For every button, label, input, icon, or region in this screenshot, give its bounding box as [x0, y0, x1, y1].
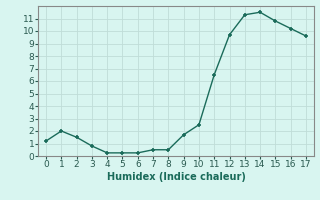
X-axis label: Humidex (Indice chaleur): Humidex (Indice chaleur)	[107, 172, 245, 182]
